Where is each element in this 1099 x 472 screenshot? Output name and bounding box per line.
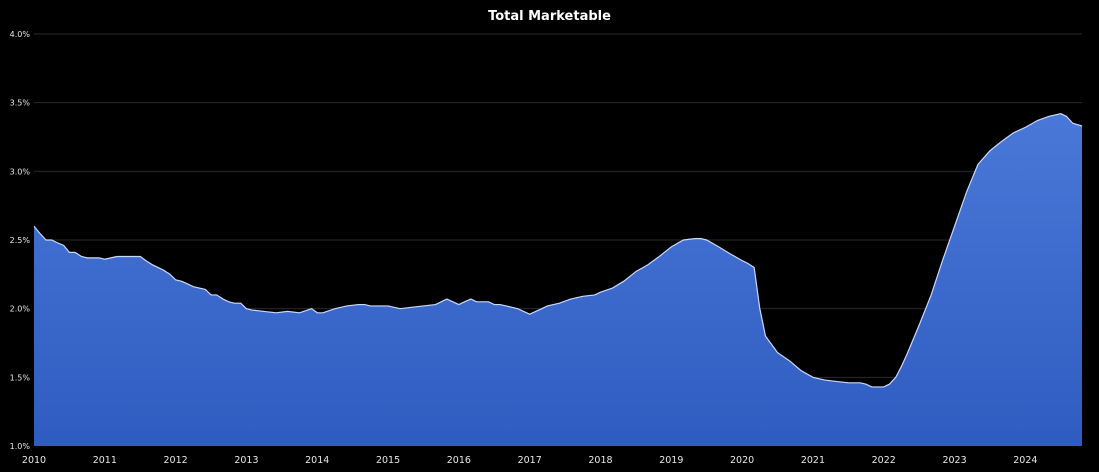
x-tick-label: 2019: [659, 455, 683, 466]
x-axis-ticks: 2010 2011 2012 2013 2014 2015 2016 2017 2018 2019…: [22, 455, 1038, 466]
y-tick-label: 2.5%: [10, 236, 31, 245]
x-tick-label: 2010: [22, 455, 46, 466]
y-tick-label: 1.0%: [10, 442, 31, 451]
x-tick-label: 2013: [234, 455, 258, 466]
y-tick-label: 2.0%: [10, 305, 31, 314]
x-tick-label: 2011: [93, 455, 117, 466]
y-tick-label: 3.0%: [10, 167, 31, 176]
x-tick-label: 2021: [801, 455, 825, 466]
y-axis-ticks: 1.0% 1.5% 2.0% 2.5% 3.0% 3.5% 4.0%: [10, 30, 31, 451]
chart-title: Total Marketable: [488, 9, 611, 24]
x-tick-label: 2016: [447, 455, 471, 466]
x-tick-label: 2023: [942, 455, 966, 466]
x-tick-label: 2014: [305, 455, 329, 466]
x-tick-label: 2022: [872, 455, 896, 466]
y-tick-label: 4.0%: [10, 30, 31, 39]
y-tick-label: 3.5%: [10, 99, 31, 108]
x-tick-label: 2012: [164, 455, 188, 466]
x-tick-label: 2020: [730, 455, 754, 466]
x-tick-label: 2018: [588, 455, 612, 466]
y-tick-label: 1.5%: [10, 373, 31, 382]
series-line: [33, 113, 1083, 388]
x-tick-label: 2015: [376, 455, 400, 466]
area-fill: [34, 113, 1082, 447]
x-tick-label: 2024: [1013, 455, 1037, 466]
series-area: [33, 113, 1083, 447]
x-tick-label: 2017: [518, 455, 542, 466]
